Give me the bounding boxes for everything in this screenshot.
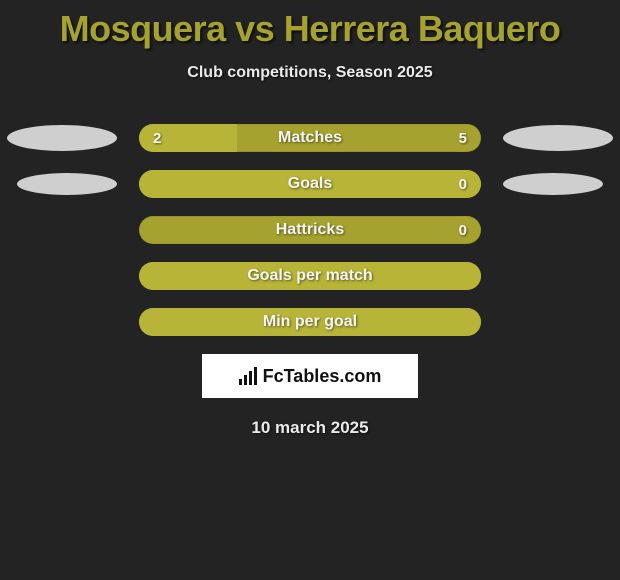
stat-label: Matches — [139, 129, 481, 147]
spacer — [17, 219, 117, 241]
stat-row: Goals per match — [0, 262, 620, 290]
spacer — [17, 265, 117, 287]
stat-row: Min per goal — [0, 308, 620, 336]
player-left-marker — [17, 173, 117, 195]
player-left-marker — [7, 125, 117, 151]
stat-label: Goals — [139, 175, 481, 193]
stat-label: Min per goal — [139, 313, 481, 331]
stat-label: Hattricks — [139, 221, 481, 239]
brand-name: FcTables.com — [263, 366, 382, 387]
date-label: 10 march 2025 — [0, 418, 620, 438]
spacer — [503, 311, 603, 333]
chart-icon — [239, 367, 259, 385]
player-right-marker — [503, 125, 613, 151]
stat-right-value: 5 — [459, 124, 467, 152]
stat-bar: 2 Matches 5 — [139, 124, 481, 152]
stat-right-value: 0 — [459, 170, 467, 198]
stat-row: Goals 0 — [0, 170, 620, 198]
stats-container: 2 Matches 5 Goals 0 Hattricks 0 — [0, 124, 620, 336]
stat-right-value: 0 — [459, 216, 467, 244]
spacer — [503, 219, 603, 241]
stat-label: Goals per match — [139, 267, 481, 285]
stat-bar: Hattricks 0 — [139, 216, 481, 244]
spacer — [17, 311, 117, 333]
brand-logo-content: FcTables.com — [239, 366, 382, 387]
stat-bar: Goals per match — [139, 262, 481, 290]
brand-logo[interactable]: FcTables.com — [202, 354, 418, 398]
player-right-marker — [503, 173, 603, 195]
stat-row: 2 Matches 5 — [0, 124, 620, 152]
page-title: Mosquera vs Herrera Baquero — [0, 0, 620, 50]
stat-row: Hattricks 0 — [0, 216, 620, 244]
stat-bar: Min per goal — [139, 308, 481, 336]
subtitle: Club competitions, Season 2025 — [0, 64, 620, 82]
spacer — [503, 265, 603, 287]
stat-bar: Goals 0 — [139, 170, 481, 198]
